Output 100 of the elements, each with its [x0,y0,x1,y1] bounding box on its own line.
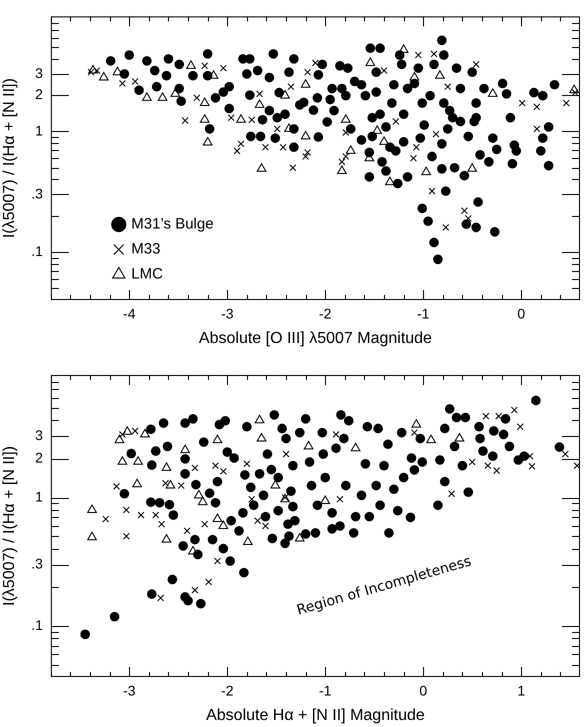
point [162,462,172,471]
point [122,506,130,514]
point [122,532,130,540]
point [132,78,139,85]
point [289,164,296,172]
point [186,60,196,69]
point [414,52,422,59]
point [256,433,266,442]
point [280,144,287,151]
point [114,434,124,444]
y-tick-label: 2 [35,86,44,102]
point [212,462,219,470]
point [300,130,310,140]
point [243,536,253,546]
point [336,496,344,503]
point [170,88,180,97]
point [254,517,262,524]
legend-label: M31’s Bulge [131,216,214,233]
point [256,163,266,172]
point [380,67,388,74]
y-tick-label: 1 [35,488,44,504]
point [162,480,169,487]
point [300,79,310,88]
point [262,522,269,530]
x-tick-label: 1 [517,682,526,698]
point [304,68,312,76]
point [212,514,222,522]
point [412,419,422,428]
point [493,467,500,474]
point [412,144,420,151]
y-tick-label: 3 [35,427,44,444]
point [152,512,160,519]
point [193,94,200,102]
x-tick-label: 0 [517,305,526,322]
point [142,92,152,101]
point [533,125,540,132]
y-tick-label: .3 [31,185,44,202]
point [238,140,244,148]
y-axis-title: I(λ5007) / I(Hα + [N II]) [1,446,18,606]
point [444,83,452,90]
point [337,165,347,174]
point [472,60,480,68]
point [410,72,420,81]
point [228,114,235,122]
x-tick-label: -2 [221,682,234,698]
point [488,88,498,97]
point [138,512,144,519]
point [304,148,312,156]
point [214,558,221,565]
point [516,423,524,430]
point [340,114,351,123]
point [87,532,97,540]
point [205,578,212,586]
point [320,495,330,504]
point [274,125,281,132]
point [202,136,212,146]
legend-label: LMC [131,266,164,283]
point [410,154,417,162]
point [346,145,356,154]
point [200,114,210,123]
point [270,480,280,489]
point [157,594,164,602]
point [248,116,256,124]
point [342,153,350,160]
y-tick-label: 2 [35,450,44,466]
point [484,462,492,470]
point [132,427,139,434]
point [562,100,570,107]
point [379,136,389,145]
point [166,480,176,489]
point [460,207,468,214]
point [182,117,189,124]
point [468,458,476,466]
point [102,516,110,522]
point [198,496,208,506]
point [518,100,526,107]
point [158,520,166,528]
point [234,147,241,154]
point [280,90,290,99]
point [180,444,190,454]
point [133,456,143,465]
x-tick-label: -1 [416,305,430,322]
point [526,452,534,460]
point [254,99,264,108]
point [113,482,120,490]
x-tick-label: -3 [221,305,234,322]
point [178,482,185,489]
point [118,80,126,87]
y-tick-label: .3 [31,556,44,572]
point [201,62,208,70]
point [262,144,269,151]
legend-label: M33 [131,240,160,258]
point [254,414,264,424]
point [87,504,97,513]
point [191,464,198,472]
point [464,214,472,222]
point [448,490,456,498]
point [184,527,191,534]
point [385,176,395,186]
point [194,490,204,498]
